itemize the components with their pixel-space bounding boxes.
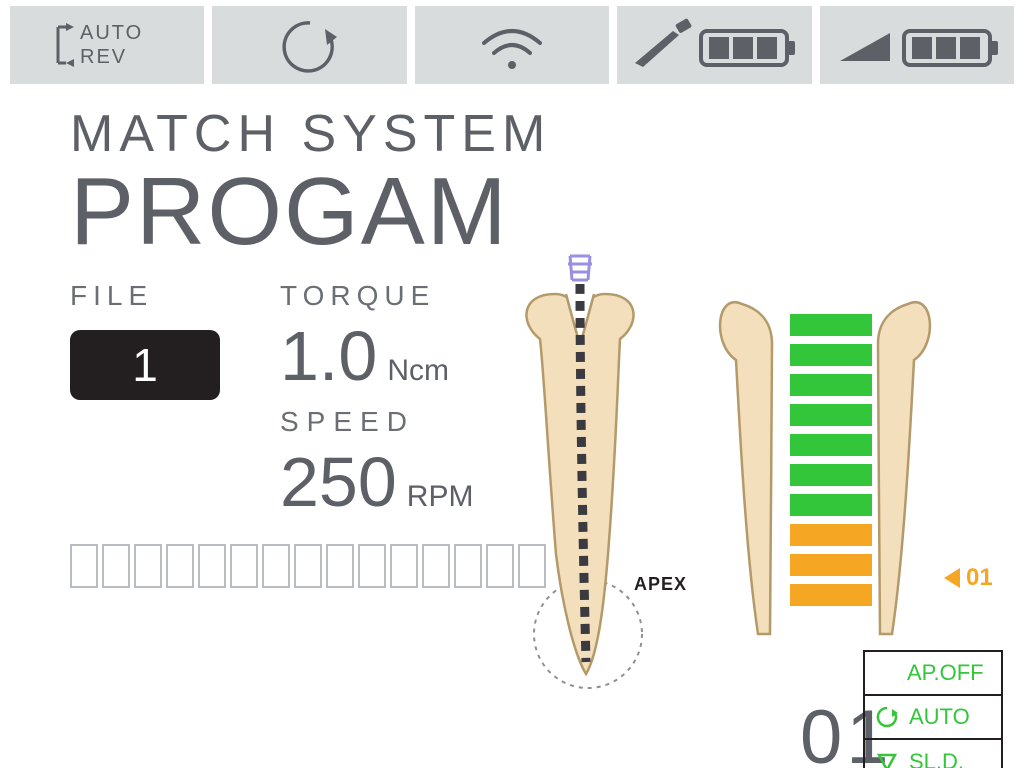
apex-marker: 01 [944,564,993,592]
torque-meter-segment [198,544,226,588]
apex-meter [790,314,872,606]
mode-box: AP.OFF AUTO SL.D. [863,650,1003,768]
apex-meter-bar [790,494,872,516]
wireless-indicator [415,6,609,84]
auto-rev-icon: AUTO REV [42,15,172,75]
rotation-icon [275,15,345,75]
torque-meter-segment [230,544,258,588]
mode-sld-label: SL.D. [909,749,964,768]
rotation-small-icon [875,705,899,729]
apex-meter-bar [790,524,872,546]
main-panel: MATCH SYSTEM PROGAM FILE 1 TORQUE 1.0 Nc… [0,84,1024,588]
apex-marker-value: 01 [966,564,993,592]
torque-meter-segment [294,544,322,588]
torque-meter-segment [102,544,130,588]
apex-meter-bar [790,374,872,396]
torque-meter-segment [70,544,98,588]
speed-label: SPEED [280,406,473,438]
torque-meter-segment [262,544,290,588]
torque-value: 1.0 [280,316,377,396]
mode-apoff[interactable]: AP.OFF [865,652,1001,696]
status-bar: AUTO REV [0,0,1024,84]
file-label: FILE [70,280,240,312]
base-battery-indicator [820,6,1014,84]
mode-auto[interactable]: AUTO [865,696,1001,740]
apex-marker-icon [944,568,960,588]
wifi-icon [472,15,552,75]
torque-meter-segment [134,544,162,588]
apex-meter-bar [790,554,872,576]
system-name: MATCH SYSTEM [70,104,994,164]
torque-meter-segment [422,544,450,588]
handpiece-battery-indicator [617,6,811,84]
torque-meter-segment [390,544,418,588]
mode-sld[interactable]: SL.D. [865,740,1001,768]
apex-meter-bar [790,434,872,456]
handpiece-battery-icon [629,15,799,75]
torque-meter-segment [326,544,354,588]
speed-unit: RPM [407,480,474,514]
torque-meter-segment [454,544,482,588]
apex-meter-bar [790,314,872,336]
auto-rev-top-text: AUTO [80,22,143,44]
speed-value: 250 [280,442,397,522]
auto-rev-bottom-text: REV [80,46,127,68]
triangle-down-icon [875,750,899,768]
apex-meter-bar [790,344,872,366]
torque-label: TORQUE [280,280,473,312]
torque-unit: Ncm [387,354,449,388]
apex-meter-bar [790,464,872,486]
mode-apoff-label: AP.OFF [907,660,984,686]
apex-label: APEX [634,574,687,595]
apex-meter-bar [790,584,872,606]
rotation-indicator [212,6,406,84]
torque-meter-segment [166,544,194,588]
base-battery-icon [832,15,1002,75]
file-value[interactable]: 1 [70,330,220,400]
apex-panel: APEX 01 01 AP.OFF AUTO [510,224,1010,768]
apex-meter-bar [790,404,872,426]
root-canal-icon [500,254,700,694]
torque-meter-segment [358,544,386,588]
auto-rev-indicator: AUTO REV [10,6,204,84]
mode-auto-label: AUTO [909,704,970,730]
